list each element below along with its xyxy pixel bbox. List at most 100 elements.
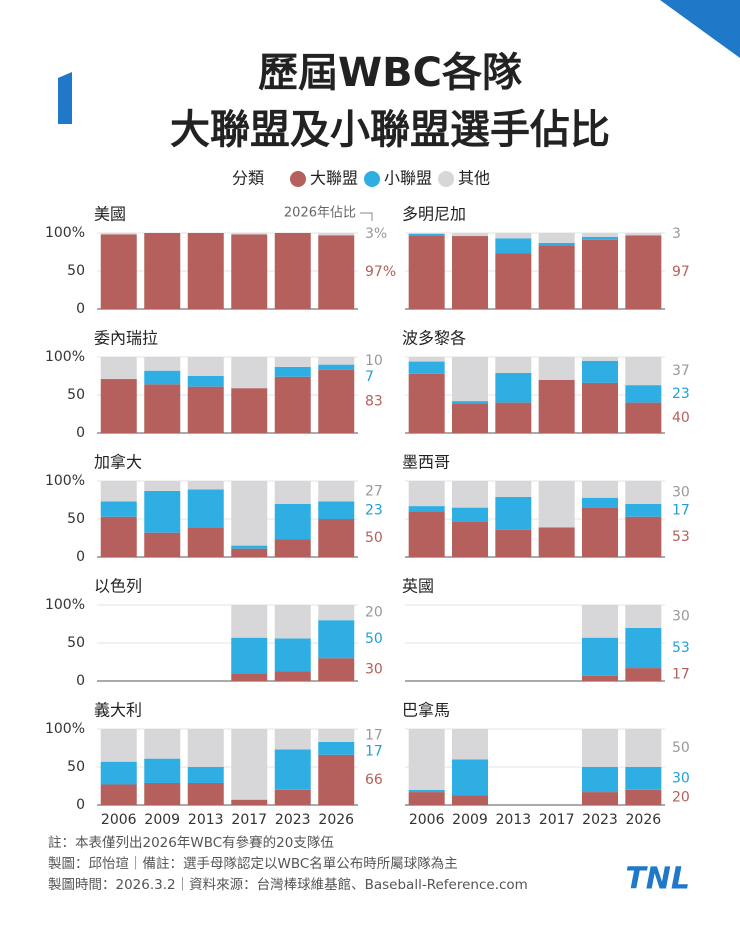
value-label: 3: [672, 226, 681, 242]
bar-segment: [408, 361, 445, 374]
panel-title: 以色列: [94, 577, 142, 596]
bar-segment: [625, 503, 662, 517]
value-label: 37: [672, 363, 690, 379]
bar-segment: [187, 729, 224, 767]
bar-segment: [144, 490, 181, 533]
bar-segment: [408, 511, 445, 557]
annotation-bracket: [360, 212, 373, 221]
bar-segment: [538, 379, 575, 433]
annotation: 2026年佔比: [284, 206, 356, 221]
bar-segment: [625, 233, 662, 236]
bar-segment: [144, 758, 181, 783]
bar-segment: [187, 233, 224, 309]
value-label: 40: [672, 410, 690, 426]
bar-segment: [274, 605, 311, 639]
bar-segment: [582, 729, 618, 767]
bar-segment: [582, 360, 618, 383]
y-tick-label: 50: [67, 511, 85, 527]
value-label: 17: [672, 667, 690, 683]
bar-segment: [231, 233, 268, 235]
bar-segment: [318, 658, 355, 681]
bar-segment: [538, 245, 575, 309]
bar-segment: [144, 481, 181, 491]
value-label: 17: [672, 502, 690, 518]
bar-segment: [231, 388, 268, 433]
bar-segment: [452, 401, 488, 404]
x-tick-label: 2026: [318, 812, 354, 828]
bar-segment: [452, 507, 488, 522]
legend-label: 大聯盟: [310, 169, 358, 188]
panel-title: 墨西哥: [402, 453, 450, 472]
bar-segment: [318, 481, 355, 502]
bar-segment: [625, 729, 662, 767]
bar-segment: [538, 527, 575, 557]
bar-segment: [187, 767, 224, 783]
y-tick-label: 50: [67, 635, 85, 651]
bar-segment: [582, 382, 618, 433]
panel-title: 委內瑞拉: [94, 329, 158, 348]
bar-segment: [582, 481, 618, 498]
legend: 分類 大聯盟 小聯盟 其他: [232, 169, 490, 188]
bar-segment: [582, 357, 618, 361]
y-tick-label: 0: [76, 301, 85, 317]
bar-segment: [318, 620, 355, 659]
bar-segment: [408, 357, 445, 362]
x-tick-label: 2009: [144, 812, 180, 828]
bar-segment: [625, 767, 662, 790]
panel-title: 英國: [402, 577, 434, 596]
bar-segment: [538, 242, 575, 246]
bar-segment: [452, 357, 488, 402]
legend-label: 其他: [458, 169, 490, 188]
bar-segment: [274, 357, 311, 367]
bar-segment: [408, 481, 445, 507]
logo-mark: [58, 72, 72, 124]
value-label: 17: [365, 727, 383, 743]
bar-segment: [274, 366, 311, 377]
bar-segment: [452, 236, 488, 309]
bar-segment: [582, 507, 618, 557]
x-tick-label: 2017: [539, 812, 575, 828]
bar-segment: [495, 253, 532, 309]
value-label: 3%: [365, 226, 387, 242]
bar-segment: [452, 521, 488, 557]
y-tick-label: 50: [67, 759, 85, 775]
x-tick-label: 2013: [496, 812, 532, 828]
y-tick-label: 0: [76, 673, 85, 689]
bar-segment: [495, 238, 532, 254]
bar-segment: [495, 402, 532, 433]
x-tick-label: 2023: [582, 812, 618, 828]
bar-segment: [625, 789, 662, 805]
bar-segment: [187, 489, 224, 528]
value-label: 20: [672, 789, 690, 805]
panel-title: 加拿大: [94, 453, 142, 472]
bar-segment: [625, 357, 662, 386]
bar-segment: [274, 749, 311, 790]
bar-segment: [582, 792, 618, 805]
panel-title: 波多黎各: [402, 329, 466, 348]
value-label: 30: [672, 608, 690, 624]
bar-segment: [274, 503, 311, 540]
bar-segment: [274, 671, 311, 681]
panel-title: 多明尼加: [402, 205, 466, 224]
bar-segment: [625, 402, 662, 433]
charts: 美國 2026年佔比 0 50 100% 3% 97% 多明尼加 3 97 委內瑞拉 0 50 100% 1…: [45, 205, 690, 829]
bar-segment: [495, 481, 532, 497]
bar-segment: [231, 605, 268, 638]
x-tick-label: 2026: [626, 812, 662, 828]
note: 註：本表僅列出2026年WBC有參賽的20支隊伍: [48, 834, 334, 851]
bar-segment: [187, 357, 224, 376]
bar-segment: [318, 605, 355, 621]
bar-segment: [452, 403, 488, 433]
bar-segment: [274, 729, 311, 750]
bar-segment: [100, 233, 137, 235]
bar-segment: [318, 357, 355, 365]
bar-segment: [408, 729, 445, 790]
value-label: 97: [672, 264, 690, 280]
bar-segment: [408, 233, 445, 234]
panel-title: 義大利: [94, 701, 142, 720]
y-tick-label: 50: [67, 387, 85, 403]
bar-segment: [452, 729, 488, 760]
bar-segment: [318, 235, 355, 309]
value-label: 50: [672, 740, 690, 756]
